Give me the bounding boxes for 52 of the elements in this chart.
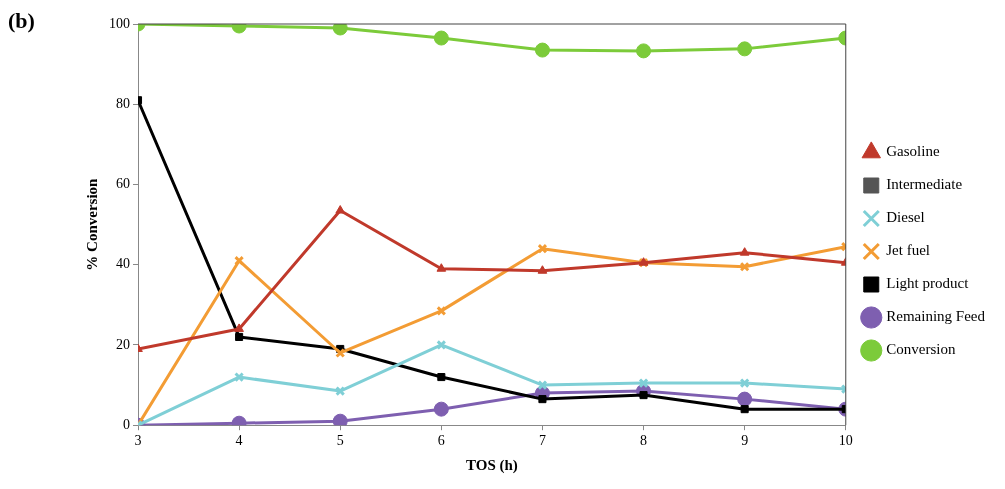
- x-tick-label: 8: [640, 433, 648, 449]
- legend-label: Intermediate: [886, 176, 963, 193]
- point: [538, 395, 547, 404]
- point: [537, 265, 548, 274]
- point: [332, 24, 348, 36]
- x-tick-label: 3: [134, 433, 142, 449]
- point: [234, 323, 244, 332]
- y-tick-label: 60: [116, 176, 130, 192]
- legend-label: Conversion: [886, 341, 956, 358]
- point: [436, 305, 447, 316]
- text: (b): [8, 8, 35, 34]
- point: [739, 378, 750, 389]
- x-tick-label: 10: [838, 433, 853, 449]
- legend-label: Remaining Feed: [886, 308, 986, 325]
- y-tick-label: 100: [109, 15, 130, 31]
- point: [335, 205, 346, 214]
- x-tick-label: 5: [336, 433, 344, 449]
- y-tick-label: 0: [123, 416, 130, 432]
- x-tick-label: 4: [235, 433, 243, 449]
- point: [636, 43, 652, 59]
- point: [433, 30, 449, 46]
- point: [235, 332, 244, 341]
- point: [234, 255, 245, 266]
- legend-label: Light product: [886, 275, 970, 292]
- y-tick-label: 20: [116, 336, 130, 352]
- point: [437, 373, 446, 382]
- point: [737, 41, 753, 57]
- legend-label: Gasoline: [886, 143, 940, 160]
- point: [433, 401, 449, 417]
- point: [537, 243, 548, 254]
- point: [436, 263, 447, 272]
- point: [234, 372, 245, 383]
- x-tick-label: 6: [437, 433, 445, 449]
- x-axis-title: TOS (h): [465, 456, 518, 474]
- y-tick-label: 80: [116, 95, 130, 111]
- legend-label: Jet fuel: [886, 242, 930, 259]
- y-tick-label: 40: [116, 256, 130, 272]
- point: [436, 339, 447, 350]
- point: [335, 386, 346, 397]
- point: [537, 380, 548, 391]
- point: [638, 378, 649, 389]
- y-axis-title: % Conversion: [83, 177, 100, 271]
- point: [335, 347, 346, 359]
- point: [739, 247, 750, 256]
- point: [737, 391, 753, 407]
- x-tick-label: 7: [538, 433, 546, 449]
- legend-label: Diesel: [886, 209, 925, 226]
- point: [740, 405, 749, 414]
- point: [739, 261, 750, 272]
- point: [534, 42, 550, 58]
- point: [332, 413, 348, 426]
- x-tick-label: 9: [741, 433, 749, 449]
